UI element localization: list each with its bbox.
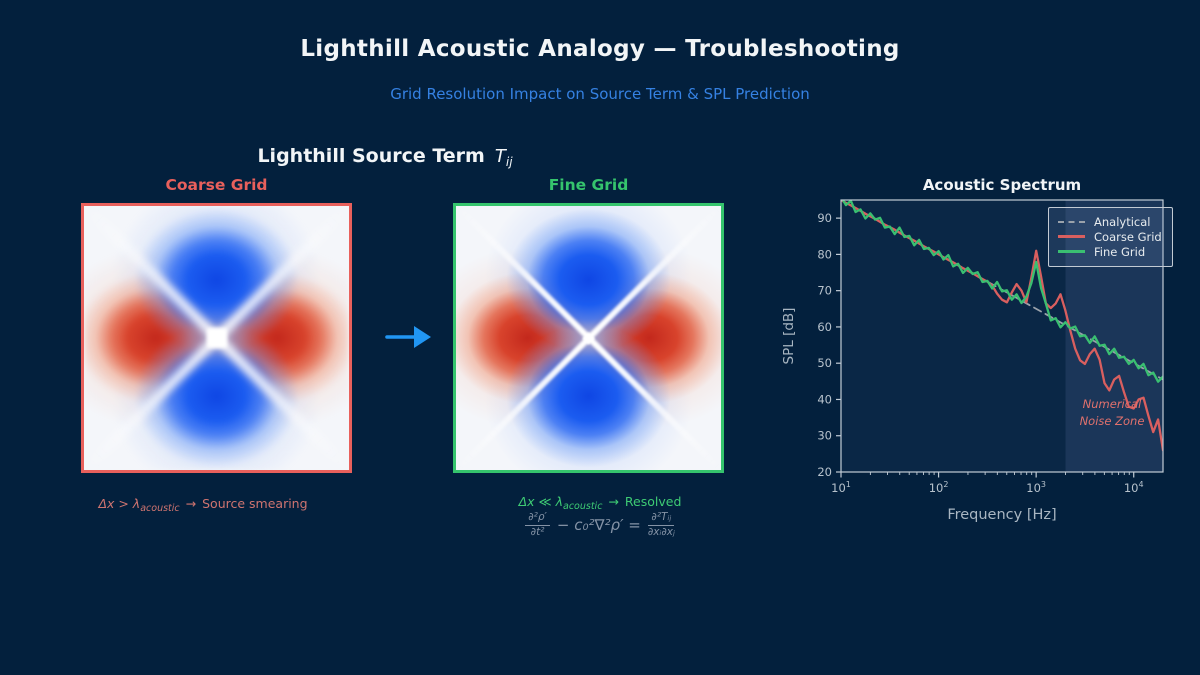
y-tick-label: 70 [817, 284, 832, 298]
coarse-grid-label: Coarse Grid [165, 176, 268, 194]
series-coarse-grid [841, 200, 1163, 452]
x-axis-label: Frequency [Hz] [947, 507, 1057, 523]
page-title: Lighthill Acoustic Analogy — Troubleshoo… [300, 36, 900, 62]
x-tick-label: 104 [1124, 480, 1144, 495]
coarse-to-fine-arrow [383, 316, 439, 358]
y-tick-label: 40 [817, 392, 832, 406]
legend-label: Coarse Grid [1094, 229, 1162, 244]
center-gap [206, 328, 227, 348]
fine-grid-panel [453, 203, 724, 473]
plot-frame [840, 199, 1164, 473]
legend-swatch [1058, 235, 1085, 238]
source-term-heading: Lighthill Source Term Tij [180, 145, 590, 169]
x-tick-label: 101 [831, 480, 851, 495]
fine-grid-caption: Δx ≪ λacoustic → Resolved [460, 494, 740, 512]
caption-text: Resolved [624, 494, 682, 509]
equation-numerator: ∂²Tᵢⱼ [648, 511, 675, 526]
y-tick-label: 90 [817, 211, 832, 225]
lighthill-equation: ∂²ρ′ ∂t² − c₀²∇²ρ′ = ∂²Tᵢⱼ ∂xᵢ∂xⱼ [460, 511, 740, 538]
annotation-line: Numerical [1082, 397, 1142, 411]
legend-item: Coarse Grid [1058, 229, 1162, 244]
quadrupole-field-fine [456, 206, 721, 470]
caption-text: Source smearing [202, 496, 308, 511]
equation-fraction: ∂²ρ′ ∂t² [525, 511, 550, 538]
annotation-line: Noise Zone [1079, 414, 1145, 429]
legend-label: Fine Grid [1094, 244, 1146, 259]
equation-denominator: ∂t² [530, 525, 545, 538]
y-tick-label: 80 [817, 247, 832, 261]
fine-grid-label: Fine Grid [548, 176, 629, 194]
x-tick-label: 102 [929, 480, 949, 495]
y-axis-label: SPL [dB] [781, 307, 797, 365]
caption-arrow: → [608, 494, 619, 509]
quadrupole-field-coarse [84, 206, 349, 470]
y-tick-label: 20 [817, 465, 832, 479]
y-tick-label: 60 [817, 320, 832, 334]
equation-fraction: ∂²Tᵢⱼ ∂xᵢ∂xⱼ [648, 511, 675, 538]
legend-item: Analytical [1058, 214, 1162, 229]
caption-subscript: acoustic [140, 503, 180, 514]
equation-numerator: ∂²ρ′ [525, 511, 550, 526]
page-subtitle: Grid Resolution Impact on Source Term & … [390, 85, 810, 103]
legend-item: Fine Grid [1058, 244, 1162, 259]
caption-subscript: acoustic [563, 501, 603, 512]
legend-swatch [1058, 250, 1085, 253]
plot-area [841, 200, 1163, 472]
y-tick-label: 30 [817, 429, 832, 443]
noise-zone-annotation: Numerical Noise Zone [1048, 396, 1176, 431]
equation-denominator: ∂xᵢ∂xⱼ [647, 525, 675, 538]
source-term-heading-text: Lighthill Source Term [257, 145, 485, 167]
equation-middle: − c₀²∇²ρ′ = [556, 515, 641, 534]
caption-math: Δx ≪ λ [518, 494, 563, 509]
legend-label: Analytical [1094, 214, 1151, 229]
right-arrow-icon [385, 326, 431, 348]
spectrum-legend: Analytical Coarse Grid Fine Grid [1048, 207, 1173, 267]
legend-swatch [1058, 220, 1085, 223]
x-tick-label: 103 [1026, 480, 1046, 495]
tensor-symbol: T [494, 146, 506, 167]
series-fine-grid [841, 200, 1163, 383]
caption-math: Δx > λ [98, 496, 141, 511]
tensor-symbol-subscript: ij [505, 155, 513, 169]
coarse-grid-caption: Δx > λacoustic → Source smearing [63, 496, 343, 514]
y-tick-label: 50 [817, 356, 832, 370]
caption-arrow: → [185, 496, 197, 511]
acoustic-spectrum-chart: 101 102 103 104 20 30 40 50 60 70 80 90 [817, 199, 1164, 495]
chart-title: Acoustic Spectrum [922, 176, 1082, 194]
coarse-grid-panel [81, 203, 352, 473]
